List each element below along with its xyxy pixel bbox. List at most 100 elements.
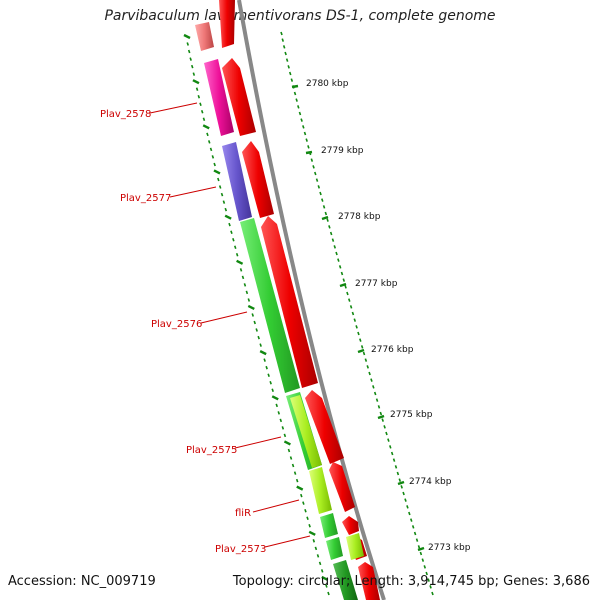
feature-tick (235, 253, 239, 257)
cds-arrow (242, 141, 274, 218)
feature-tick (233, 245, 237, 250)
feature-tick (325, 584, 328, 588)
ruler-minor-tick (331, 238, 335, 242)
ruler-minor-tick (322, 205, 326, 209)
ruler-minor-tick (349, 305, 353, 309)
ruler-minor-tick (300, 118, 303, 122)
ruler-minor-tick (392, 458, 396, 462)
ruler-minor-tick (370, 378, 373, 382)
feature-tick (222, 200, 226, 204)
ruler-minor-tick (329, 231, 333, 236)
feature-tick (195, 87, 199, 91)
feature-tick (183, 33, 191, 40)
ruler-minor-tick (372, 385, 375, 389)
ruler-minor-tick (335, 251, 338, 256)
ruler-label: 2777 kbp (355, 279, 398, 289)
feature-ticks (183, 33, 330, 596)
feature-tick (296, 485, 304, 491)
ruler-minor-tick (287, 65, 290, 69)
ruler-minor-tick (317, 185, 321, 189)
feature-tick (199, 102, 202, 106)
label-leader (234, 436, 282, 449)
gene-labels: Plav_2578 Plav_2577 Plav_2576 Plav_2575 … (100, 102, 311, 555)
feature-tick (220, 192, 224, 197)
ruler-label: 2773 kbp (428, 543, 471, 553)
ruler-tick (377, 414, 385, 420)
ruler-minor-tick (295, 98, 298, 102)
feature-tick (291, 463, 295, 468)
cds-arrow (358, 562, 380, 600)
ruler-minor-tick (394, 465, 398, 469)
gene-label-plav-2578: Plav_2578 (100, 109, 151, 120)
feature-tick (211, 155, 215, 159)
ruler-minor-tick (324, 211, 328, 216)
feature-tick (289, 456, 293, 460)
ruler-label: 2776 kbp (371, 345, 414, 355)
cog-block (320, 513, 338, 538)
feature-tick (306, 516, 309, 520)
ruler-minor-ticks (280, 31, 434, 596)
ruler-minor-tick (366, 365, 369, 369)
ruler-tick (417, 546, 425, 552)
ruler-minor-tick (281, 38, 285, 42)
feature-tick (247, 304, 255, 311)
feature-tick (316, 554, 320, 558)
ruler-minor-tick (285, 58, 289, 62)
cog-block (346, 533, 364, 560)
ruler-minor-tick (333, 245, 337, 249)
feature-tick (265, 365, 268, 370)
feature-tick (202, 117, 206, 122)
cog-block (333, 560, 358, 600)
feature-tick (197, 94, 201, 99)
ruler-minor-tick (368, 371, 371, 376)
cds-arrow (305, 390, 344, 464)
ruler-minor-tick (307, 145, 310, 149)
ruler-minor-tick (425, 571, 428, 576)
ruler-minor-tick (353, 318, 357, 322)
ruler-minor-tick (351, 311, 355, 316)
ruler-label: 2780 kbp (306, 79, 349, 89)
feature-tick (186, 42, 190, 46)
feature-tick (228, 222, 231, 227)
ruler-minor-tick (360, 345, 364, 349)
feature-tick (218, 185, 222, 189)
ruler-minor-tick (338, 265, 342, 269)
feature-tick (209, 147, 213, 152)
feature-tick (283, 440, 291, 446)
feature-tick (304, 508, 307, 513)
feature-tick (308, 524, 311, 528)
ruler-minor-tick (431, 591, 434, 596)
ruler-minor-tick (337, 258, 340, 262)
ruler-tick (305, 150, 313, 155)
genome-summary-text: Topology: circular; Length: 3,914,745 bp… (232, 574, 590, 589)
ruler-minor-tick (328, 225, 331, 229)
feature-tick (253, 320, 256, 325)
ruler-minor-tick (402, 491, 405, 496)
label-leader (252, 499, 300, 513)
ruler-minor-tick (429, 585, 432, 589)
feature-tick (243, 283, 247, 287)
label-leader (200, 311, 248, 324)
ruler-minor-tick (413, 531, 417, 536)
ruler-minor-tick (305, 138, 308, 142)
feature-tick (206, 132, 209, 137)
ruler-minor-tick (298, 111, 302, 116)
ruler-minor-tick (282, 45, 286, 49)
feature-tick (259, 343, 262, 347)
gene-label-plav-2575: Plav_2575 (186, 445, 237, 456)
feature-tick (187, 49, 191, 54)
feature-tick (255, 328, 258, 332)
ruler-minor-tick (362, 351, 366, 356)
feature-tick (300, 493, 303, 498)
feature-tick (318, 561, 322, 566)
ruler-minor-tick (302, 125, 305, 129)
feature-tick (200, 110, 204, 114)
feature-tick (293, 471, 297, 475)
ruler-tick (357, 348, 365, 354)
feature-tick (239, 268, 243, 272)
feature-tick (217, 177, 220, 182)
feature-tick (213, 162, 216, 167)
cog-block-plav-2577 (222, 142, 252, 221)
feature-tick (327, 591, 330, 596)
